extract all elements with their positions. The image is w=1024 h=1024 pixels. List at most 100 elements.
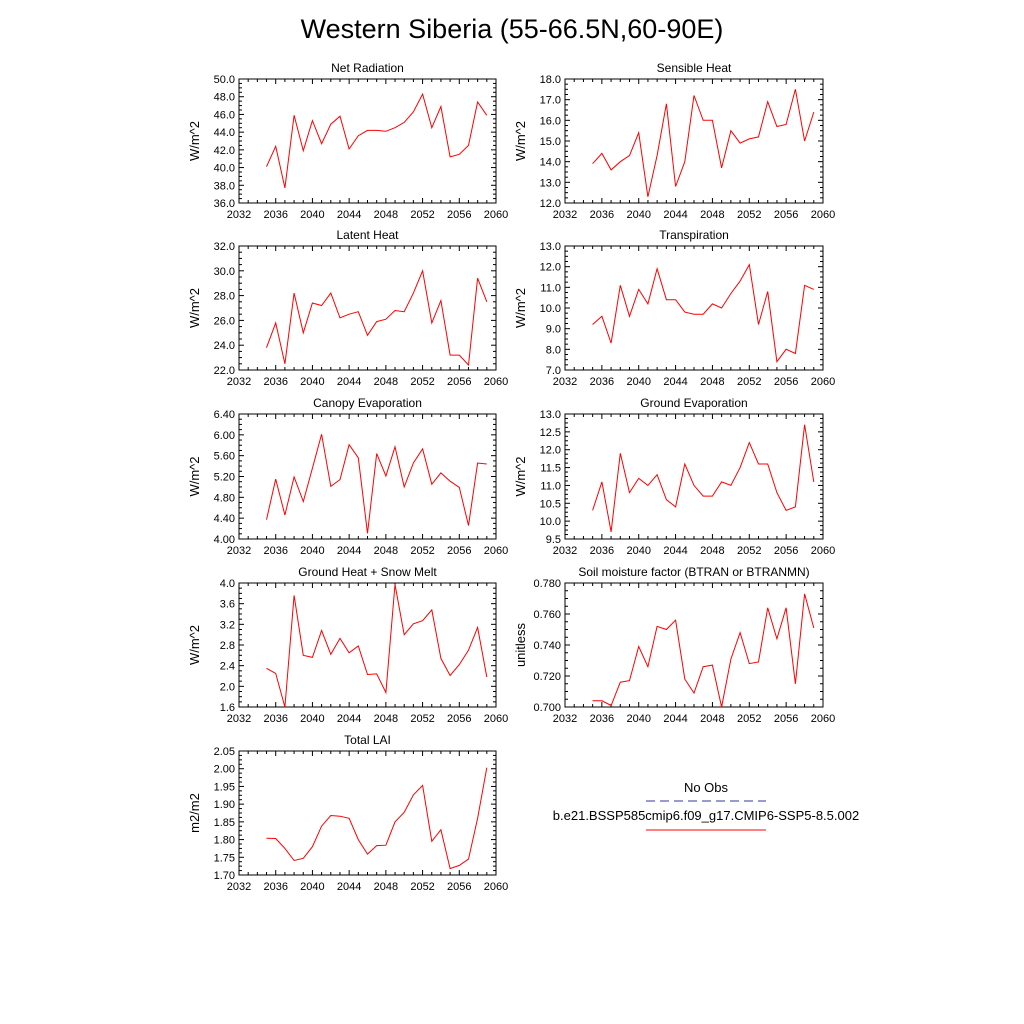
x-tick-label: 2036 <box>263 209 287 221</box>
panel-title: Soil moisture factor (BTRAN or BTRANMN) <box>578 565 809 579</box>
x-tick-label: 2060 <box>484 713 508 725</box>
y-tick-label: 14.0 <box>540 157 561 169</box>
x-tick-label: 2056 <box>774 376 798 388</box>
legend-obs-label: No Obs <box>684 780 729 795</box>
y-tick-label: 36.0 <box>214 198 235 210</box>
panel-4: Transpiration W/m^2 2032 2036 2040 2044 2048 20… <box>513 228 835 388</box>
x-tick-label: 2036 <box>590 209 614 221</box>
panel-2: Sensible Heat W/m^2 2032 2036 2040 2044 2048 20… <box>513 61 835 221</box>
y-tick-label: 42.0 <box>214 145 235 157</box>
x-tick-label: 2052 <box>410 209 434 221</box>
y-axis-label: W/m^2 <box>513 456 528 496</box>
y-tick-label: 6.00 <box>214 430 235 442</box>
x-tick-label: 2040 <box>626 713 650 725</box>
y-axis-label: W/m^2 <box>513 121 528 161</box>
y-tick-label: 44.0 <box>214 127 235 139</box>
x-tick-label: 2040 <box>300 545 324 557</box>
y-tick-label: 12.5 <box>540 427 561 439</box>
plot-frame <box>238 750 497 876</box>
y-tick-label: 11.0 <box>540 480 561 492</box>
x-tick-label: 2044 <box>337 209 361 221</box>
x-tick-label: 2036 <box>590 713 614 725</box>
y-tick-label: 9.0 <box>546 324 561 336</box>
x-tick-label: 2052 <box>410 376 434 388</box>
series-line <box>266 767 488 870</box>
x-tick-label: 2052 <box>737 545 761 557</box>
y-tick-label: 13.0 <box>540 241 561 253</box>
x-tick-label: 2060 <box>811 209 835 221</box>
x-tick-label: 2032 <box>553 713 577 725</box>
x-tick-label: 2060 <box>484 881 508 893</box>
x-tick-label: 2048 <box>700 713 724 725</box>
y-tick-label: 4.40 <box>214 513 235 525</box>
x-tick-label: 2056 <box>447 209 471 221</box>
y-tick-label: 10.0 <box>540 303 561 315</box>
x-tick-label: 2040 <box>300 209 324 221</box>
y-tick-label: 2.00 <box>214 764 235 776</box>
panel-6: Ground Evaporation W/m^2 2032 2036 2040 2044 2… <box>513 396 835 557</box>
x-tick-label: 2060 <box>811 545 835 557</box>
x-tick-label: 2052 <box>410 545 434 557</box>
x-tick-label: 2044 <box>337 545 361 557</box>
x-tick-label: 2056 <box>774 713 798 725</box>
panel-title: Total LAI <box>344 733 391 747</box>
series-line <box>266 584 488 708</box>
y-tick-label: 4.00 <box>214 534 235 546</box>
y-tick-label: 0.720 <box>533 671 561 683</box>
x-tick-label: 2056 <box>774 209 798 221</box>
x-tick-label: 2048 <box>374 881 398 893</box>
legend: No Obs b.e21.BSSP585cmip6.f09_g17.CMIP6-S… <box>553 780 859 831</box>
y-tick-label: 40.0 <box>214 163 235 175</box>
x-tick-label: 2060 <box>484 376 508 388</box>
series-line <box>592 263 815 363</box>
y-tick-label: 1.80 <box>214 835 235 847</box>
plot-frame <box>238 78 497 204</box>
x-tick-label: 2044 <box>337 881 361 893</box>
y-tick-label: 13.0 <box>540 177 561 189</box>
panel-title: Transpiration <box>659 228 729 242</box>
x-tick-label: 2060 <box>484 545 508 557</box>
series-line <box>266 269 488 367</box>
y-tick-label: 0.700 <box>533 702 561 714</box>
x-tick-label: 2052 <box>737 376 761 388</box>
x-tick-label: 2032 <box>227 376 251 388</box>
y-tick-label: 4.0 <box>220 578 235 590</box>
y-tick-label: 26.0 <box>214 315 235 327</box>
x-tick-label: 2040 <box>300 881 324 893</box>
x-tick-label: 2036 <box>263 713 287 725</box>
y-tick-label: 0.740 <box>533 640 561 652</box>
x-tick-label: 2056 <box>447 881 471 893</box>
x-tick-label: 2036 <box>263 376 287 388</box>
x-tick-label: 2036 <box>590 376 614 388</box>
y-tick-label: 32.0 <box>214 241 235 253</box>
y-tick-label: 5.20 <box>214 472 235 484</box>
x-tick-label: 2048 <box>374 713 398 725</box>
panel-title: Ground Evaporation <box>640 396 747 410</box>
series-line <box>592 424 815 532</box>
x-tick-label: 2060 <box>811 376 835 388</box>
y-tick-label: 11.0 <box>540 282 561 294</box>
y-tick-label: 1.90 <box>214 799 235 811</box>
y-tick-label: 12.0 <box>540 445 561 457</box>
y-tick-label: 28.0 <box>214 291 235 303</box>
y-tick-label: 11.5 <box>540 463 561 475</box>
plot-frame <box>238 245 497 371</box>
plot-frame <box>564 582 824 708</box>
x-tick-label: 2056 <box>447 713 471 725</box>
y-axis-label: W/m^2 <box>187 456 202 496</box>
x-tick-label: 2060 <box>811 713 835 725</box>
x-tick-label: 2040 <box>626 545 650 557</box>
y-tick-label: 5.60 <box>214 451 235 463</box>
y-tick-label: 1.70 <box>214 870 235 882</box>
y-tick-label: 6.40 <box>214 409 235 421</box>
figure-title: Western Siberia (55-66.5N,60-90E) <box>300 14 724 44</box>
y-tick-label: 10.0 <box>540 516 561 528</box>
y-tick-label: 1.75 <box>214 852 235 864</box>
x-tick-label: 2036 <box>263 545 287 557</box>
panel-1: Net Radiation W/m^2 2032 2036 2040 2044 2048 20… <box>187 61 508 221</box>
x-tick-label: 2044 <box>663 209 687 221</box>
x-tick-label: 2044 <box>663 376 687 388</box>
series-line <box>266 92 488 189</box>
y-tick-label: 48.0 <box>214 92 235 104</box>
